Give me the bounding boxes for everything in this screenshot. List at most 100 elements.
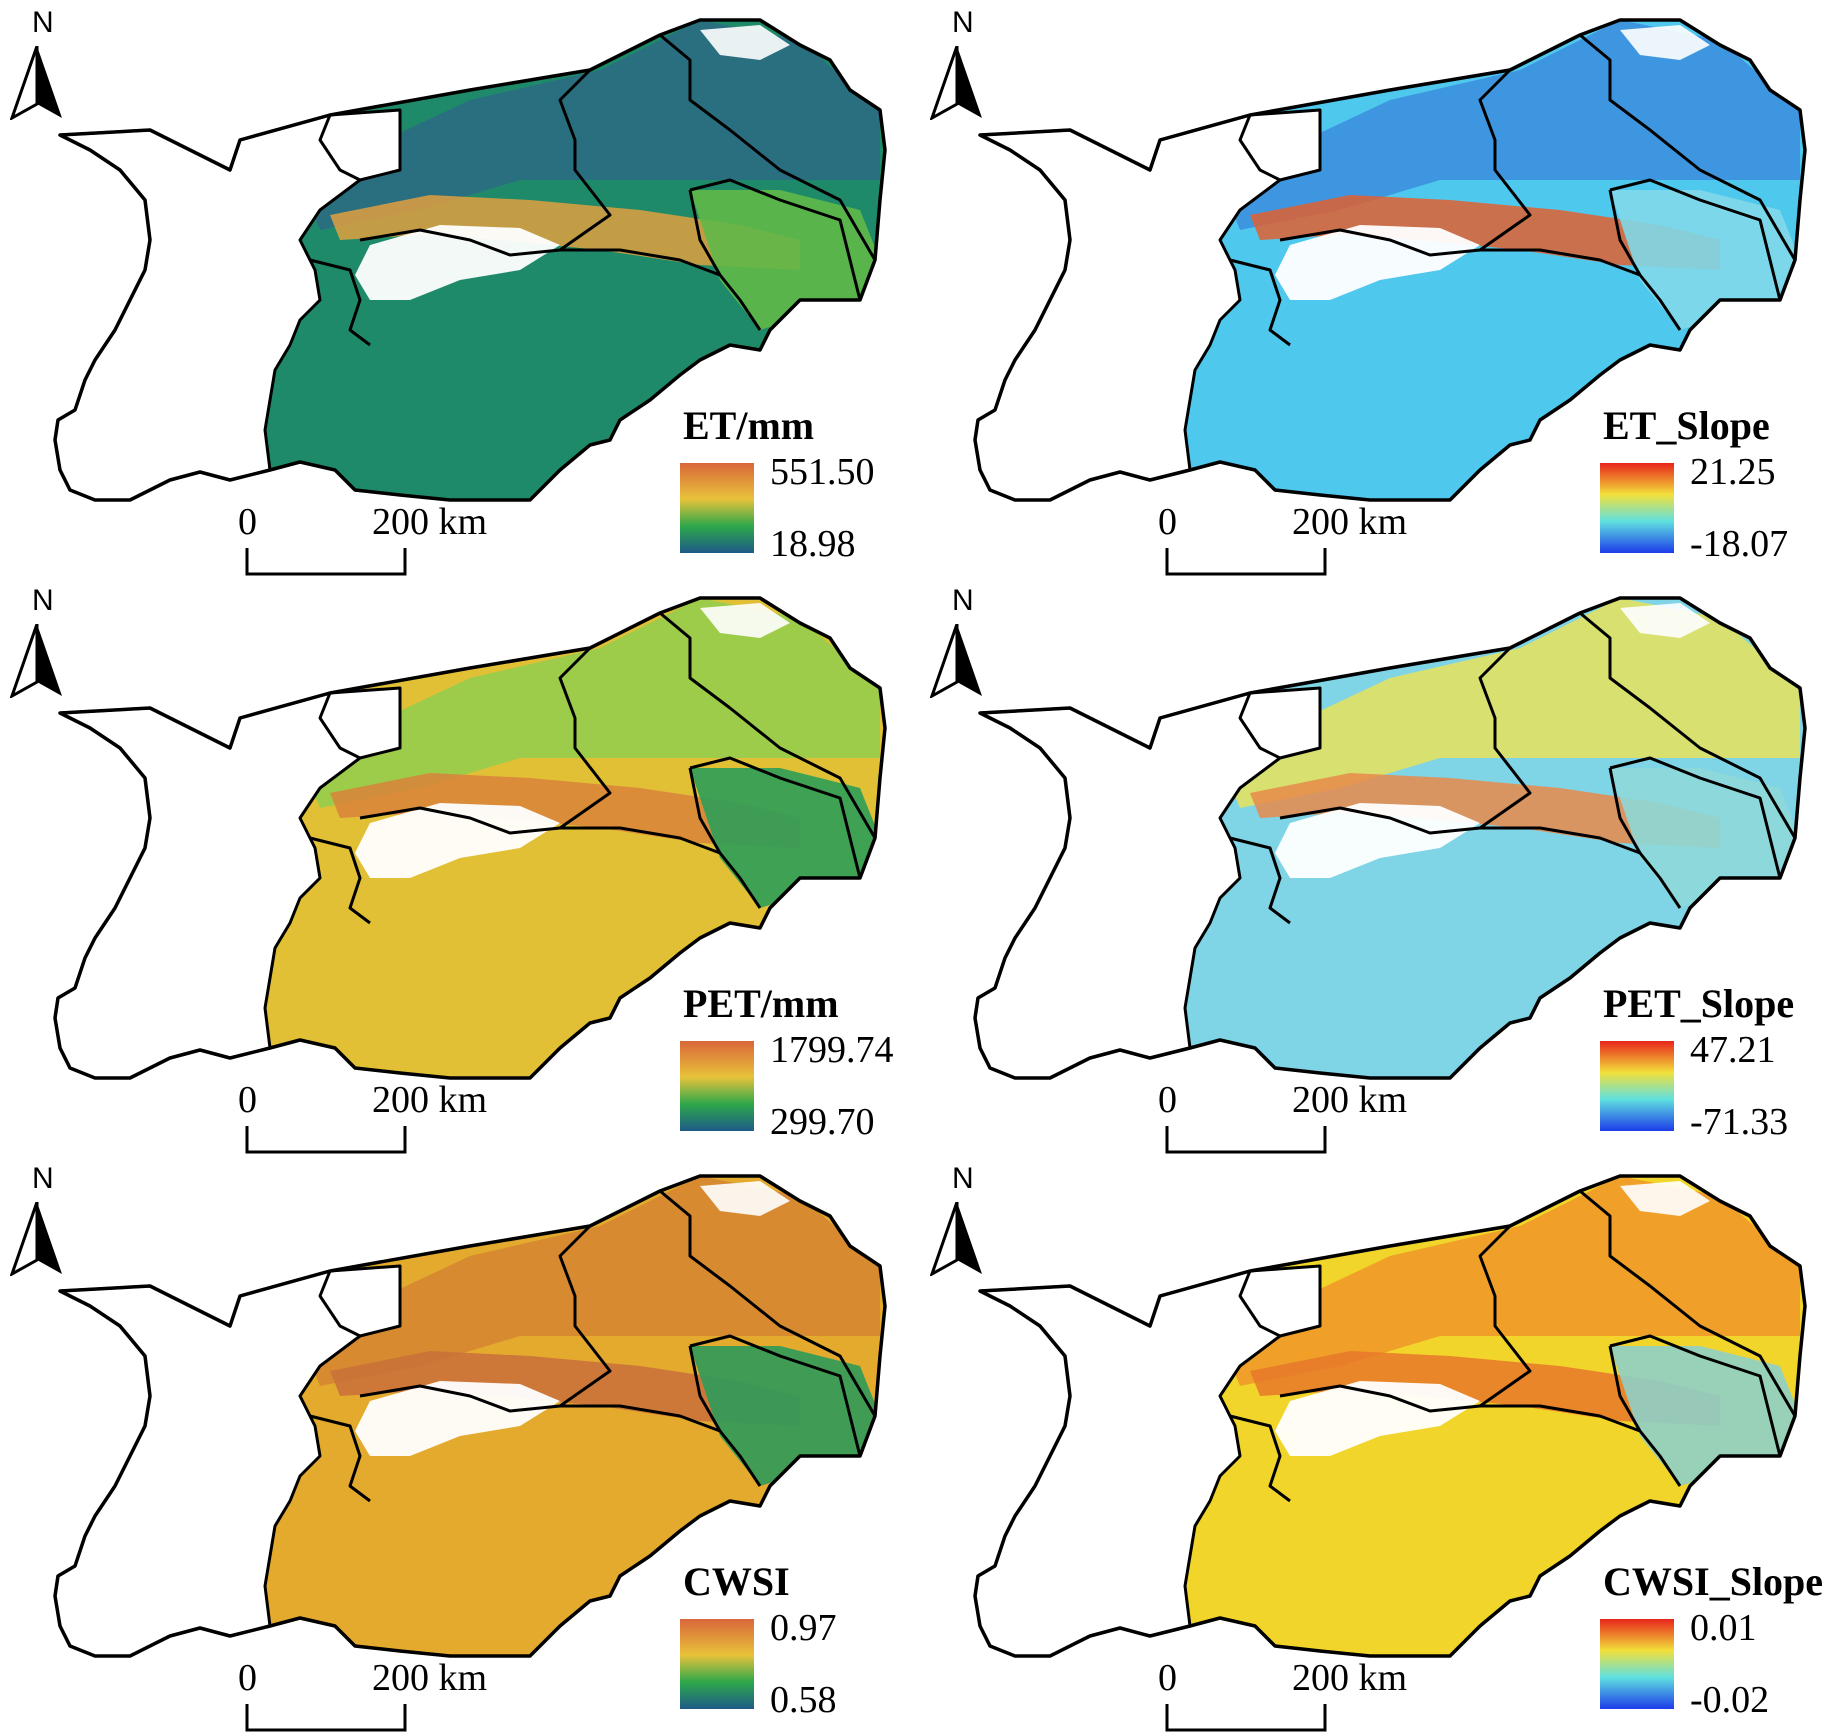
scale-bar-icon (245, 1126, 407, 1154)
ramp-max-label: 1799.74 (770, 1029, 894, 1071)
sub-basin-boundary (1279, 806, 1682, 909)
scale-distance-label: 200 km (372, 1079, 488, 1121)
sub-basin-boundary (659, 611, 877, 839)
map-panel-cwsi-slope: N CWSI_Slope 0.01 -0.02 0 200 km (920, 1156, 1824, 1734)
map-panel-pet-slope: N PET_Slope 47.21 -71.33 0 200 km (920, 578, 1820, 1156)
raster-hot-band (330, 1351, 800, 1426)
sub-basin-boundary (688, 767, 722, 854)
west-region-blank (55, 1266, 400, 1656)
scale-zero-label: 0 (238, 1079, 257, 1121)
north-arrow-icon: N (10, 584, 70, 714)
map-panel-et: N ET/mm 551.50 18.98 0 200 km (0, 0, 900, 578)
scale-distance-label: 200 km (372, 501, 488, 543)
sub-basin-boundary (318, 692, 361, 760)
ramp-min-label: 18.98 (770, 523, 856, 565)
scale-zero-label: 0 (238, 1657, 257, 1699)
ramp-max-label: 47.21 (1690, 1029, 1776, 1071)
no-data-patch (355, 803, 560, 878)
map-panel-cwsi: N CWSI 0.97 0.58 0 200 km (0, 1156, 900, 1734)
legend-title: PET_Slope (1603, 981, 1795, 1026)
sub-basin-boundary (309, 836, 371, 925)
sub-basin-boundary (1478, 1224, 1532, 1408)
sub-basin-boundary (1608, 1345, 1642, 1432)
sub-basin-boundary (1579, 1189, 1797, 1417)
north-arrow-icon: N (930, 6, 990, 136)
north-arrow-icon: N (10, 1162, 70, 1292)
legend-title: ET/mm (683, 403, 815, 448)
sub-basin-boundary (1478, 646, 1532, 830)
scale-bar-icon (1165, 1126, 1327, 1154)
ramp-min-label: -18.07 (1690, 523, 1789, 565)
sub-basin-boundary (558, 1224, 612, 1408)
scale-bar-icon (245, 1704, 407, 1732)
map-panel-et-slope: N ET_Slope 21.25 -18.07 0 200 km (920, 0, 1820, 578)
ramp-min-label: -0.02 (1690, 1679, 1770, 1721)
north-label: N (32, 584, 54, 617)
west-region-outline (973, 686, 1322, 1080)
north-arrow-icon: N (930, 584, 990, 714)
sub-basin-boundary (359, 806, 762, 909)
raster-hot-band (330, 773, 800, 848)
sub-basin-boundary (689, 1334, 862, 1457)
legend-title: ET_Slope (1603, 403, 1770, 448)
ramp-max-label: 0.01 (1690, 1607, 1757, 1649)
north-label: N (32, 6, 54, 39)
legend-title: CWSI_Slope (1603, 1559, 1824, 1604)
no-data-patch (1620, 603, 1710, 638)
north-label: N (32, 1162, 54, 1195)
scale-distance-label: 200 km (1292, 1657, 1408, 1699)
scale-zero-label: 0 (1158, 1079, 1177, 1121)
west-region-outline (973, 108, 1322, 502)
sub-basin-boundary (1609, 178, 1782, 301)
sub-basin-boundary (558, 646, 612, 830)
ramp-max-label: 0.97 (770, 1607, 837, 1649)
no-data-patch (1275, 1381, 1480, 1456)
sub-basin-boundary (318, 114, 361, 182)
raster-hot-band (1250, 195, 1720, 270)
sub-basin-boundary (359, 1384, 762, 1487)
no-data-patch (1275, 803, 1480, 878)
raster-north-zone (300, 1176, 880, 1386)
raster-hot-band (1250, 1351, 1720, 1426)
map-svg-cwsi (53, 1174, 887, 1658)
raster-north-zone (1220, 598, 1800, 808)
scale-bar-icon (1165, 548, 1327, 576)
west-region-blank (975, 1266, 1320, 1656)
sub-basin-boundary (1579, 611, 1797, 839)
raster-north-zone (1220, 1176, 1800, 1386)
sub-basin-boundary (558, 68, 612, 252)
color-ramp (680, 463, 754, 553)
sub-basin-boundary (1229, 836, 1291, 925)
sub-basin-boundary (1579, 33, 1797, 261)
sub-basin-boundary (688, 189, 722, 276)
no-data-patch (1620, 25, 1710, 60)
sub-basin-boundary (1238, 114, 1281, 182)
sub-basin-boundary (1478, 68, 1532, 252)
sub-basin-boundary (1279, 1384, 1682, 1487)
west-region-blank (55, 110, 400, 500)
sub-basin-boundary (1279, 228, 1682, 331)
sub-basin-boundary (1608, 767, 1642, 854)
map-svg-et-slope (973, 18, 1807, 502)
west-region-outline (973, 1264, 1322, 1658)
west-region-blank (975, 688, 1320, 1078)
sub-basin-boundary (689, 178, 862, 301)
scale-bar-icon (245, 548, 407, 576)
raster-north-zone (1220, 20, 1800, 230)
ramp-min-label: -71.33 (1690, 1101, 1789, 1143)
scale-zero-label: 0 (1158, 501, 1177, 543)
color-ramp (1600, 1619, 1674, 1709)
sub-basin-boundary (318, 1270, 361, 1338)
sub-basin-boundary (359, 228, 762, 331)
no-data-patch (700, 1181, 790, 1216)
raster-north-zone (300, 598, 880, 808)
color-ramp (680, 1619, 754, 1709)
sub-basin-boundary (1229, 1414, 1291, 1503)
map-svg-pet-slope (973, 596, 1807, 1080)
ramp-min-label: 0.58 (770, 1679, 837, 1721)
north-label: N (952, 6, 974, 39)
sub-basin-boundary (309, 1414, 371, 1503)
scale-bar-icon (1165, 1704, 1327, 1732)
map-panel-pet: N PET/mm 1799.74 299.70 0 200 km (0, 578, 900, 1156)
